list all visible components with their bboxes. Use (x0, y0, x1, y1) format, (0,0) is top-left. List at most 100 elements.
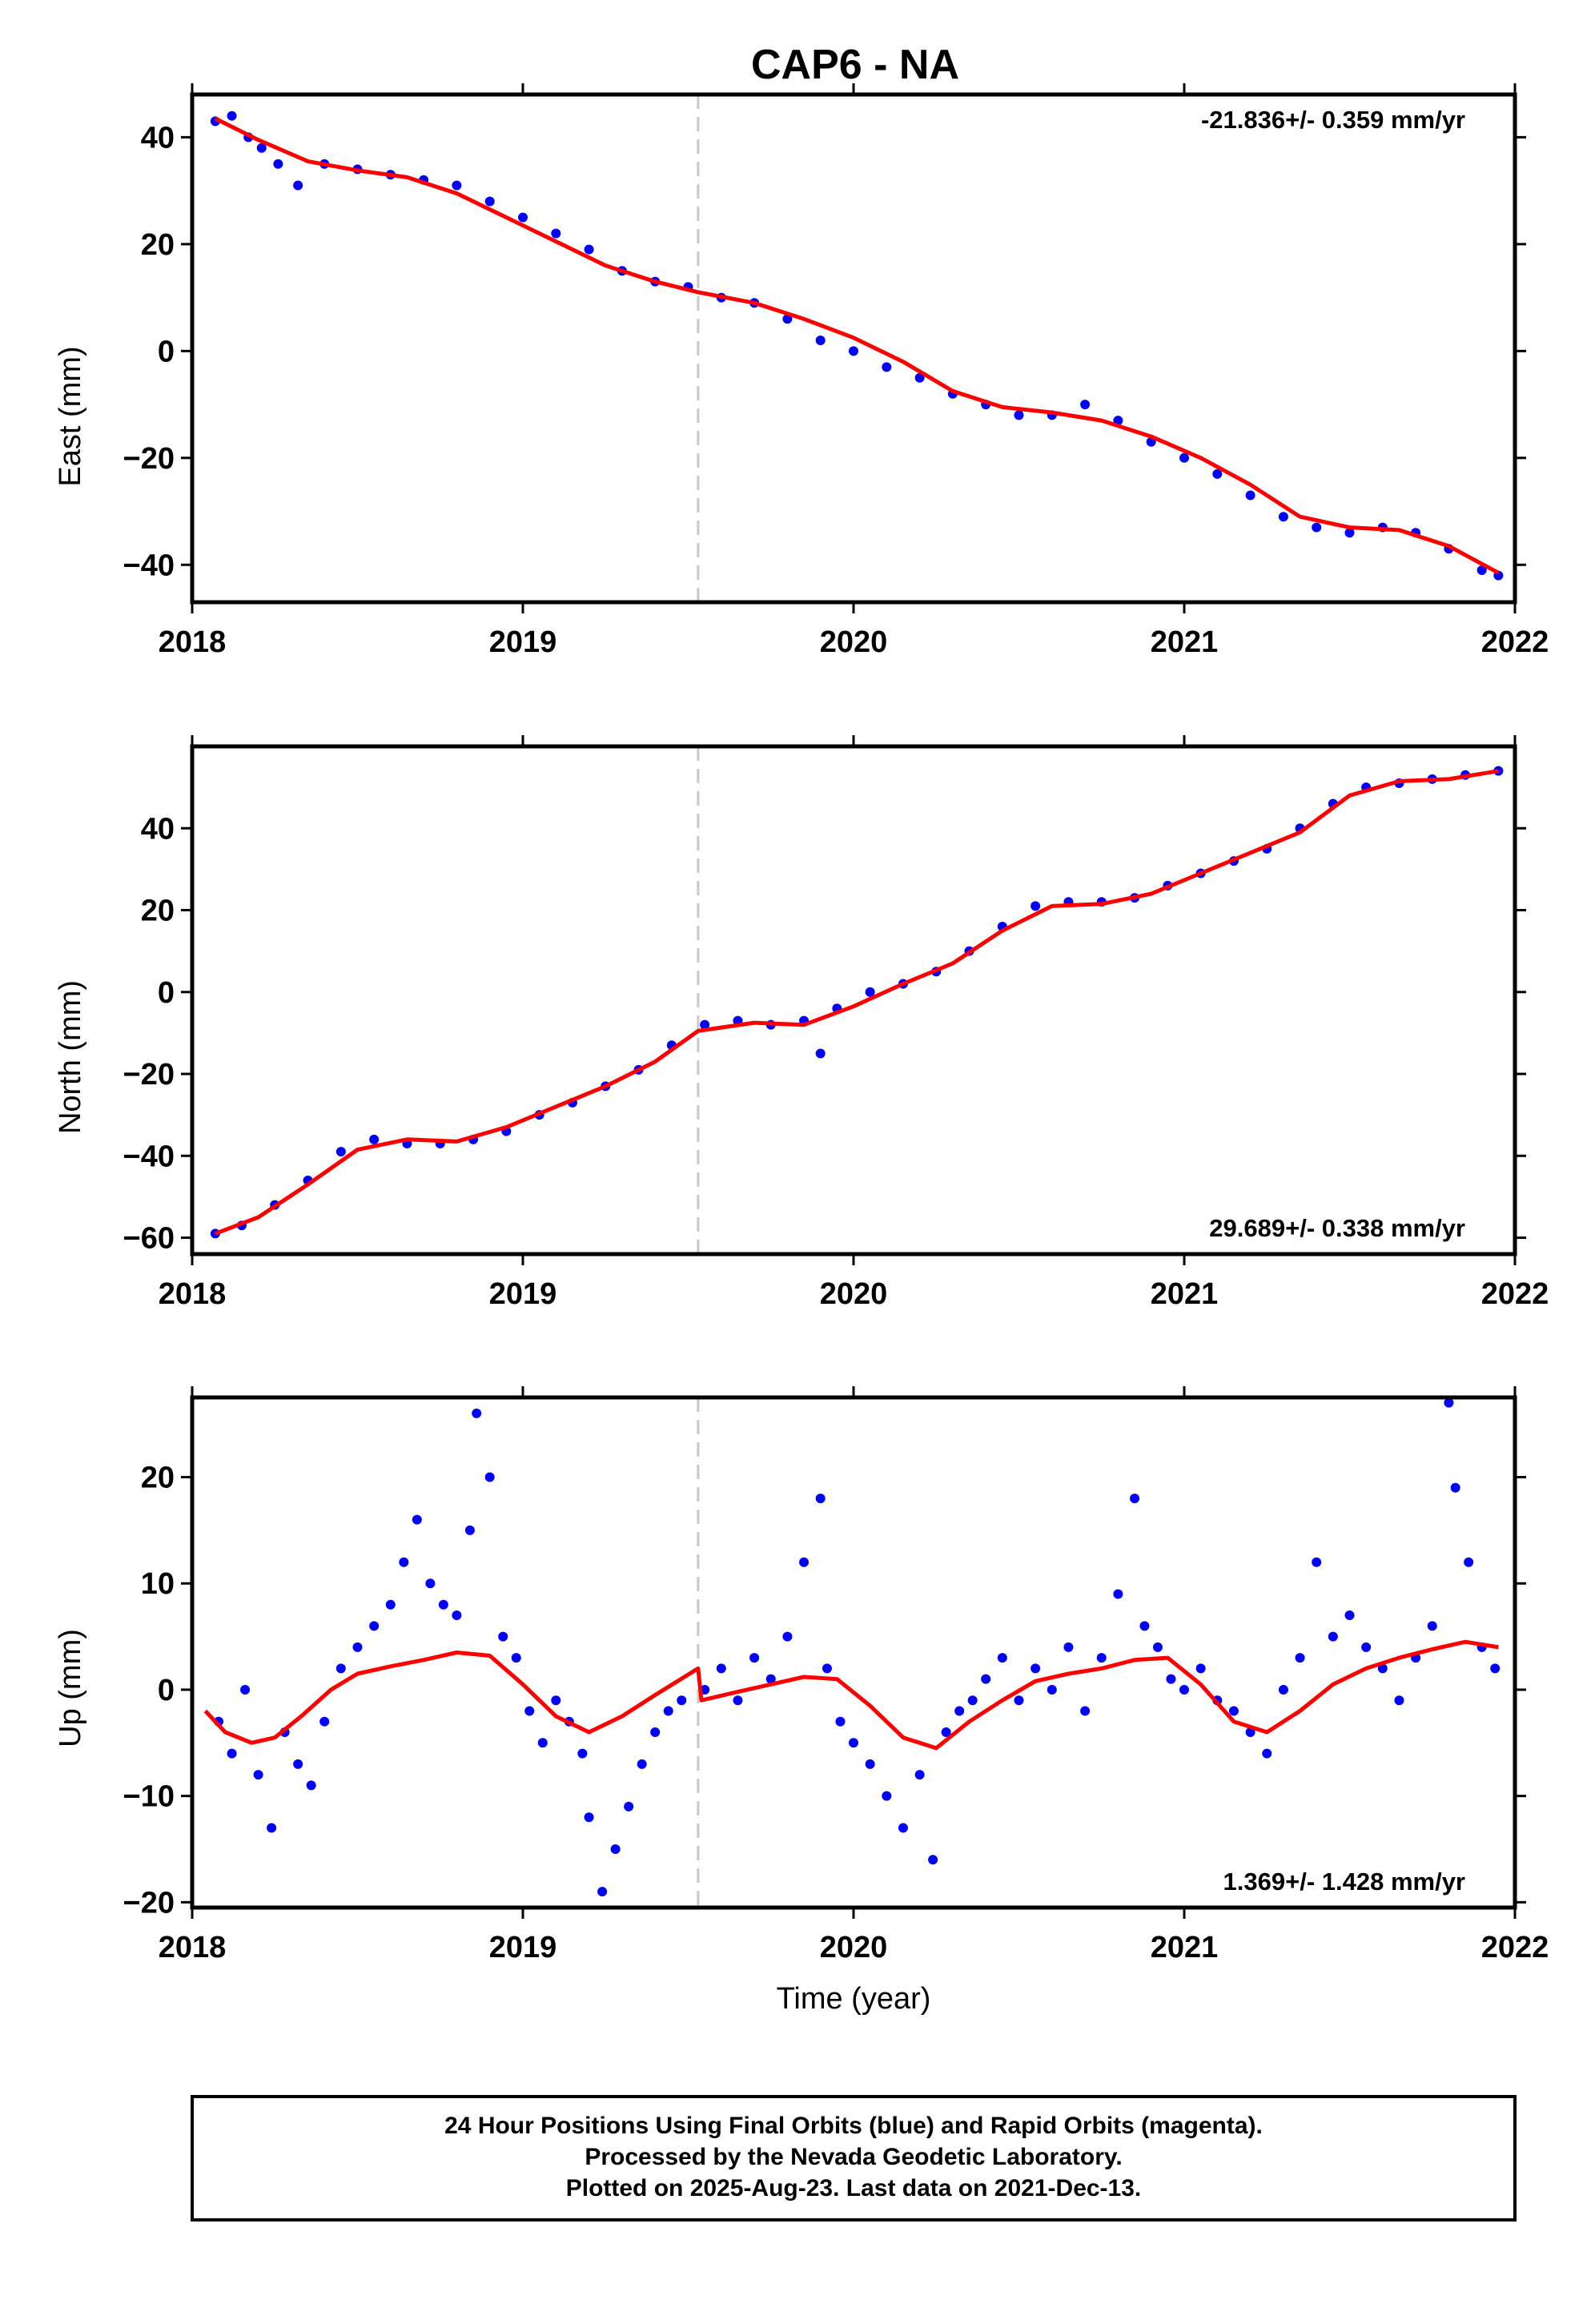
caption-line-1: 24 Hour Positions Using Final Orbits (bl… (444, 2113, 1263, 2139)
x-tick-label: 2018 (159, 1931, 227, 1964)
data-point (997, 1653, 1007, 1663)
y-tick-label: 10 (141, 1567, 175, 1601)
y-tick-label: −20 (123, 1886, 175, 1920)
data-point (452, 180, 462, 191)
caption-frame (191, 2095, 1517, 2221)
data-point (369, 1134, 380, 1144)
caption-line-2: Processed by the Nevada Geodetic Laborat… (585, 2144, 1122, 2170)
data-point (1464, 1557, 1474, 1567)
north-panel: 40 20 0 −20 −40 −60 2018 2019 2020 2021 2022 North … (54, 735, 1549, 1311)
east-panel: 40 20 0 −20 −40 2018 2019 2020 2021 2022 East (mm)… (54, 83, 1549, 659)
data-point (240, 1684, 251, 1695)
data-point (1195, 1663, 1206, 1674)
rate-annotation: 29.689+/- 0.338 mm/yr (1209, 1214, 1465, 1242)
data-point (551, 228, 561, 239)
data-point (1312, 522, 1322, 533)
y-tick-label: −10 (123, 1780, 175, 1814)
data-point (849, 346, 858, 356)
data-point (352, 1642, 363, 1652)
model-curve (203, 1639, 1499, 1751)
data-point (1014, 1695, 1024, 1706)
data-point (584, 244, 594, 255)
data-point (438, 1599, 448, 1610)
y-tick-label: 0 (158, 335, 175, 368)
data-point (1450, 1482, 1460, 1493)
y-tick-label: 40 (141, 121, 175, 155)
data-point (319, 1716, 330, 1727)
data-point (267, 1823, 277, 1833)
data-point (1113, 1589, 1123, 1599)
data-point (1113, 416, 1123, 426)
x-tick-label: 2022 (1481, 1931, 1549, 1964)
data-point (273, 159, 283, 169)
data-point (399, 1557, 409, 1567)
y-tick-label: −20 (123, 1058, 175, 1092)
data-point (335, 1663, 346, 1674)
data-point (865, 987, 875, 997)
x-tick-label: 2021 (1151, 1277, 1219, 1311)
y-tick-label: 40 (141, 812, 175, 846)
data-point (782, 1631, 793, 1642)
data-point (1152, 1642, 1163, 1652)
data-point (898, 1823, 908, 1833)
data-point (624, 1801, 634, 1811)
x-axis-label: Time (year) (777, 1982, 931, 2016)
rate-annotation: 1.369+/- 1.428 mm/yr (1223, 1868, 1465, 1896)
data-point (256, 143, 267, 153)
x-tick-label: 2020 (820, 1931, 888, 1964)
x-tick-label: 2018 (159, 1277, 227, 1311)
data-point (782, 314, 793, 324)
data-point (1063, 1642, 1074, 1652)
data-point (637, 1759, 647, 1769)
data-point (914, 1770, 925, 1780)
data-point (1476, 565, 1487, 575)
data-point (452, 1610, 462, 1621)
data-point (1394, 1695, 1404, 1706)
y-axis-label: Up (mm) (54, 1629, 87, 1747)
data-point (1031, 1663, 1041, 1674)
data-point (1295, 1653, 1305, 1663)
data-point (524, 1706, 535, 1716)
data-point (1139, 1621, 1150, 1631)
data-point (551, 1695, 561, 1706)
data-point (928, 1855, 938, 1865)
data-point (1262, 1748, 1272, 1759)
x-tick-label: 2019 (489, 1277, 557, 1311)
data-point (650, 1727, 661, 1738)
data-point (464, 1525, 475, 1535)
y-tick-label: 20 (141, 228, 175, 262)
data-point (835, 1716, 846, 1727)
data-point (954, 1706, 965, 1716)
y-tick-label: 0 (158, 976, 175, 1010)
data-point (597, 1887, 608, 1897)
chart-title: CAP6 - NA (751, 42, 959, 88)
x-tick-label: 2022 (1481, 1277, 1549, 1311)
data-point (1278, 512, 1288, 522)
data-point (369, 1621, 380, 1631)
data-point (1031, 901, 1041, 911)
data-point (610, 1844, 621, 1855)
data-point (1444, 1397, 1454, 1408)
data-point (484, 1472, 495, 1482)
data-point (1344, 528, 1355, 538)
data-point (518, 212, 528, 223)
data-point (1014, 410, 1024, 420)
data-point (511, 1653, 521, 1663)
data-point (1245, 490, 1256, 501)
y-tick-label: −20 (123, 442, 175, 476)
data-point (1328, 1631, 1338, 1642)
data-point (1080, 400, 1091, 410)
data-point (914, 372, 925, 383)
data-point (1179, 1684, 1189, 1695)
data-point (1096, 1653, 1107, 1663)
data-point (1278, 1684, 1288, 1695)
data-point (1377, 1663, 1388, 1674)
data-point (941, 1727, 951, 1738)
x-tick-label: 2019 (489, 1931, 557, 1964)
caption-line-3: Plotted on 2025-Aug-23. Last data on 202… (566, 2175, 1142, 2201)
data-point (700, 1019, 710, 1030)
data-point (498, 1631, 508, 1642)
data-point (815, 1048, 826, 1059)
